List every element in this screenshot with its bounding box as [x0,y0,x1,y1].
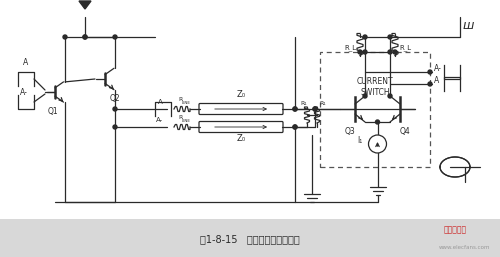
Circle shape [293,125,297,129]
Text: LINE: LINE [182,119,191,123]
Text: Q4: Q4 [400,127,410,136]
FancyBboxPatch shape [0,219,500,257]
Text: A-: A- [20,88,28,97]
Circle shape [428,82,432,86]
Circle shape [293,107,297,111]
Text: A: A [24,58,28,67]
Text: Z₀: Z₀ [236,90,246,99]
Text: A-: A- [434,64,442,73]
Text: R: R [178,115,182,120]
Text: LINE: LINE [182,101,191,105]
Polygon shape [79,1,91,9]
Text: Q3: Q3 [344,127,356,136]
Text: R₁: R₁ [319,101,326,106]
Text: I₁: I₁ [357,136,362,145]
Text: CURRENT
SWITCH: CURRENT SWITCH [356,77,394,97]
Circle shape [388,50,392,54]
Circle shape [63,35,67,39]
Text: 电子发烧友: 电子发烧友 [444,225,466,234]
Circle shape [388,94,392,98]
Circle shape [358,50,362,54]
Circle shape [113,125,117,129]
Circle shape [313,107,317,111]
Text: ш: ш [463,19,474,32]
Circle shape [388,35,392,39]
Circle shape [428,70,432,74]
Text: R₁: R₁ [300,101,307,106]
Text: R_L: R_L [344,44,356,51]
Text: R_L: R_L [399,44,411,51]
Circle shape [293,107,297,111]
Circle shape [313,107,317,111]
Circle shape [376,120,380,124]
Circle shape [363,35,367,39]
Circle shape [83,35,87,39]
Circle shape [83,35,87,39]
FancyBboxPatch shape [199,122,283,133]
Circle shape [293,125,297,129]
Text: 图1-8-15   差分信号结构示意图: 图1-8-15 差分信号结构示意图 [200,234,300,244]
Text: A: A [434,76,440,85]
Circle shape [113,35,117,39]
Circle shape [113,107,117,111]
Text: Q1: Q1 [48,107,58,116]
FancyBboxPatch shape [199,104,283,115]
Circle shape [363,94,367,98]
Circle shape [363,50,367,54]
Text: A: A [158,99,162,105]
Circle shape [393,50,397,54]
Text: Z₀: Z₀ [236,134,246,143]
Text: Q2: Q2 [110,94,120,103]
Text: R: R [178,97,182,102]
Text: A-: A- [156,117,164,123]
Text: www.elecfans.com: www.elecfans.com [438,245,490,250]
